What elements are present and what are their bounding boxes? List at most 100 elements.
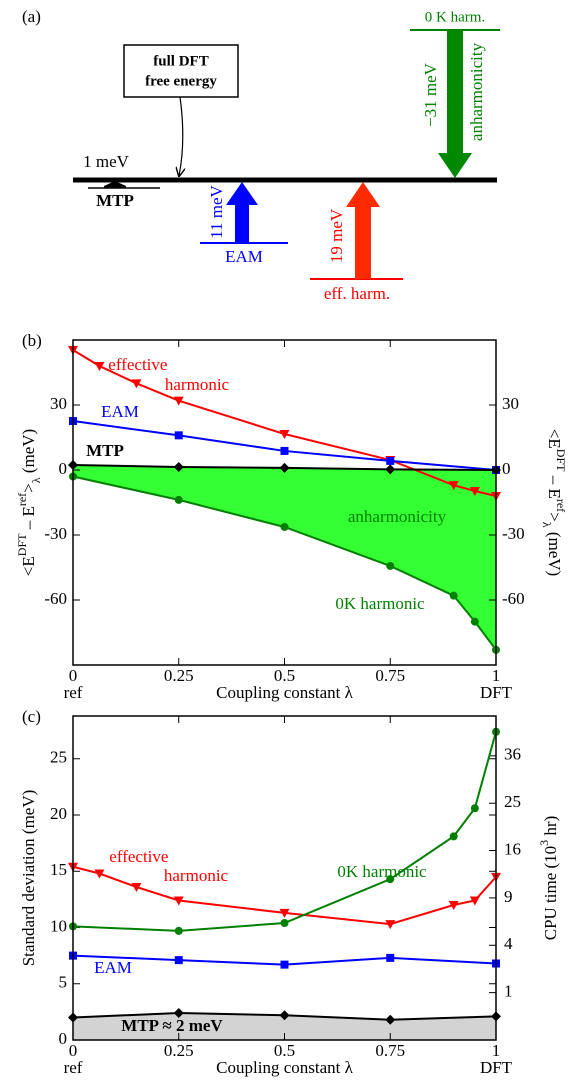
plot-frame bbox=[72, 715, 497, 1041]
panel-label: (a) bbox=[22, 7, 41, 26]
series-label: EAM bbox=[101, 402, 139, 421]
marker bbox=[470, 804, 479, 813]
text-part: 3 bbox=[537, 840, 551, 846]
text-part: <E bbox=[545, 429, 564, 449]
marker bbox=[279, 908, 290, 918]
series-label: effective harmonic bbox=[108, 355, 229, 394]
marker bbox=[469, 896, 480, 906]
series-label: 0K harmonic bbox=[337, 862, 427, 881]
method-label: eff. harm. bbox=[324, 284, 390, 303]
marker bbox=[386, 953, 395, 962]
y2-tick-label: 16 bbox=[504, 839, 521, 858]
marker bbox=[448, 901, 459, 910]
y2-tick-label: 36 bbox=[504, 745, 521, 764]
marker bbox=[280, 960, 289, 969]
marker bbox=[131, 379, 142, 389]
y-tick-label: 0 bbox=[59, 459, 68, 478]
x-tick-label: 0 bbox=[69, 666, 78, 685]
text-part: ref bbox=[15, 493, 29, 506]
x-tick-label: 0.75 bbox=[375, 666, 405, 685]
marker bbox=[173, 896, 184, 906]
marker bbox=[470, 617, 479, 626]
text-part: DFT bbox=[15, 533, 29, 556]
y-tick-label: -30 bbox=[44, 524, 67, 543]
x-tick-sublabel: ref bbox=[64, 683, 83, 702]
arrow bbox=[104, 181, 126, 188]
text-part: <E bbox=[19, 556, 38, 576]
marker bbox=[448, 481, 459, 491]
marker bbox=[386, 561, 395, 570]
box-text: free energy bbox=[145, 73, 217, 89]
marker bbox=[279, 462, 290, 473]
series-label: EAM bbox=[94, 958, 132, 977]
text-part: (meV) bbox=[545, 528, 564, 577]
x-tick-label: 0.25 bbox=[164, 666, 194, 685]
marker bbox=[173, 461, 184, 472]
x-tick-sublabel: DFT bbox=[480, 1058, 513, 1077]
energy-label: 19 meV bbox=[327, 208, 346, 263]
text-part: ref bbox=[554, 499, 568, 512]
text-part: effective bbox=[108, 355, 171, 374]
x-axis-label: Coupling constant λ bbox=[216, 1058, 353, 1077]
series-label: 0K harmonic bbox=[335, 594, 425, 613]
x-tick-label: 1 bbox=[492, 666, 501, 685]
marker bbox=[173, 1008, 184, 1018]
box-text: full DFT bbox=[153, 53, 208, 69]
text-part: (meV) bbox=[19, 429, 38, 478]
y-tick-label: 15 bbox=[50, 860, 67, 879]
y-tick-label: 5 bbox=[59, 973, 68, 992]
marker bbox=[174, 495, 183, 504]
marker bbox=[280, 446, 289, 455]
y2-tick-label: 9 bbox=[504, 887, 513, 906]
y-tick-label: 0 bbox=[59, 1029, 68, 1048]
text-part: hr) bbox=[541, 816, 560, 840]
energy-label: −31 meV bbox=[421, 62, 440, 127]
effect-label: anharmonicity bbox=[467, 42, 486, 141]
x-tick-sublabel: ref bbox=[64, 1058, 83, 1077]
method-label: EAM bbox=[225, 247, 263, 266]
x-tick-label: 1 bbox=[492, 1041, 501, 1060]
y-axis-label: <EDFT – Eref>λ (meV) bbox=[540, 429, 568, 576]
text-part: – E bbox=[19, 506, 38, 533]
series-label: effective harmonic bbox=[109, 847, 228, 885]
y2-axis-label: CPU time (103 hr) bbox=[537, 816, 560, 941]
energy-label: 1 meV bbox=[83, 152, 130, 171]
box bbox=[123, 44, 239, 98]
marker bbox=[131, 883, 142, 892]
panel-a: (a) full DFT free energy 1 meV MTP 11 me… bbox=[22, 7, 500, 303]
x-tick-label: 0.75 bbox=[375, 1041, 405, 1060]
y-tick-label: -60 bbox=[44, 589, 67, 608]
marker bbox=[279, 1010, 290, 1021]
x-tick-sublabel: DFT bbox=[480, 683, 513, 702]
fill-area bbox=[73, 465, 496, 650]
marker bbox=[385, 1014, 396, 1025]
marker bbox=[386, 456, 395, 465]
y-tick-label: -30 bbox=[502, 524, 525, 543]
marker bbox=[280, 919, 289, 927]
y2-tick-label: 25 bbox=[504, 792, 521, 811]
pointer bbox=[179, 96, 183, 176]
text-part: > bbox=[19, 483, 38, 493]
marker bbox=[279, 430, 290, 440]
panel-label: (c) bbox=[22, 707, 41, 726]
text-part: CPU time (10 bbox=[541, 846, 560, 940]
x-tick-label: 0 bbox=[69, 1041, 78, 1060]
arrow bbox=[346, 182, 380, 279]
marker bbox=[174, 431, 183, 440]
method-label: 0 K harm. bbox=[425, 9, 485, 25]
marker bbox=[386, 875, 395, 884]
panel-label: (b) bbox=[22, 331, 42, 350]
marker bbox=[94, 362, 105, 371]
arrow bbox=[438, 30, 472, 178]
y-axis-label: Standard deviation (meV) bbox=[19, 790, 38, 967]
y-tick-label: 30 bbox=[50, 394, 67, 413]
text-part: harmonic bbox=[164, 866, 229, 885]
text-part: effective bbox=[109, 847, 172, 866]
marker bbox=[385, 464, 396, 475]
method-label: MTP bbox=[96, 191, 134, 210]
marker bbox=[449, 591, 458, 600]
text-part: DFT bbox=[554, 449, 568, 472]
marker bbox=[449, 832, 458, 841]
